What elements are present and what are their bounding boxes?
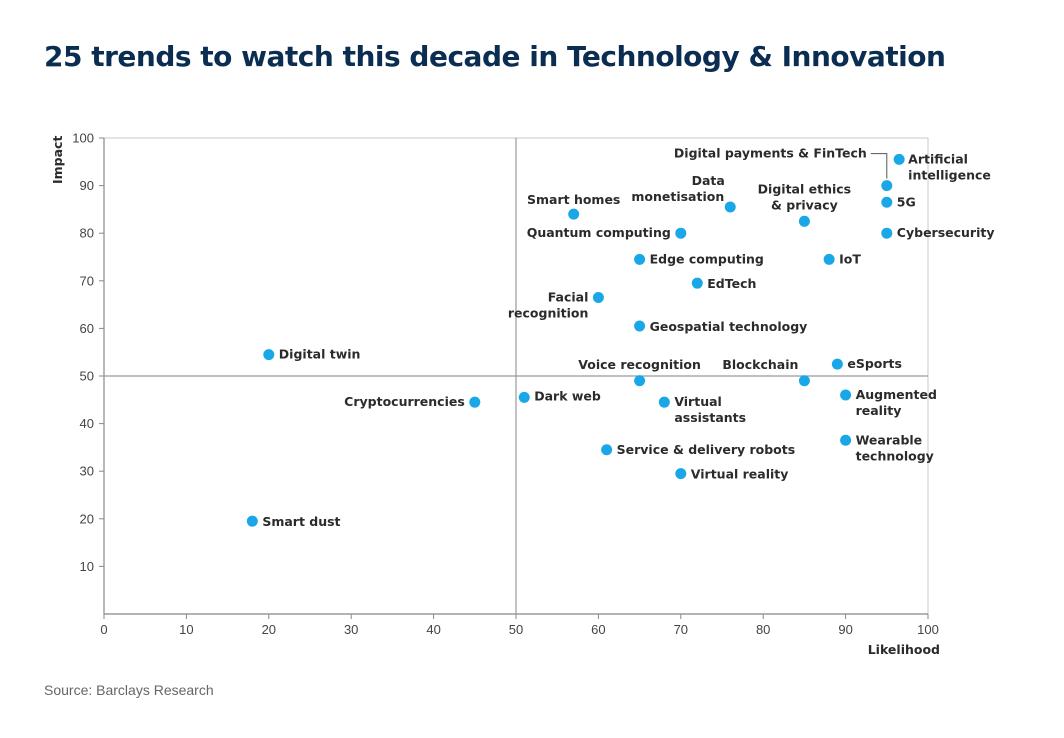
- data-point: [675, 227, 687, 239]
- point-label: Digital payments & FinTech: [674, 146, 867, 161]
- data-point: [601, 444, 613, 456]
- data-point: [518, 391, 530, 403]
- x-tick-label: 90: [838, 622, 852, 637]
- point-label: Virtual assistants: [674, 394, 746, 425]
- data-point: [675, 468, 687, 480]
- point-label: 5G: [897, 194, 916, 209]
- data-point: [881, 180, 893, 192]
- data-point: [469, 396, 481, 408]
- y-tick-label: 20: [80, 511, 94, 526]
- y-tick-label: 100: [72, 131, 94, 146]
- y-tick-label: 30: [80, 464, 94, 479]
- point-label: Dark web: [534, 388, 601, 403]
- x-tick-label: 30: [344, 622, 358, 637]
- x-tick-label: 70: [674, 622, 688, 637]
- y-tick-label: 40: [80, 416, 94, 431]
- point-label: eSports: [847, 356, 902, 371]
- point-labels: Artificial intelligence Digital payments &…: [262, 146, 994, 530]
- point-label: Edge computing: [650, 251, 764, 266]
- data-points: [246, 153, 905, 527]
- data-point: [658, 396, 670, 408]
- data-point: [893, 153, 905, 165]
- point-label: Service & delivery robots: [617, 442, 796, 457]
- x-tick-label: 80: [756, 622, 770, 637]
- point-label: Virtual reality: [691, 467, 789, 482]
- y-tick-label: 10: [80, 559, 94, 574]
- point-label: Cryptocurrencies: [344, 394, 465, 409]
- data-point: [724, 201, 736, 213]
- data-point: [831, 358, 843, 370]
- y-tick-label: 50: [80, 369, 94, 384]
- data-point: [634, 375, 646, 387]
- data-point: [840, 434, 852, 446]
- data-point: [881, 227, 893, 239]
- x-tick-label: 100: [917, 622, 939, 637]
- point-label: Smart homes: [527, 192, 620, 207]
- y-tick-label: 80: [80, 226, 94, 241]
- x-tick-label: 60: [591, 622, 605, 637]
- data-point: [263, 349, 275, 361]
- source-note: Source: Barclays Research: [44, 682, 214, 698]
- x-axis-title: Likelihood: [868, 642, 940, 657]
- x-tick-label: 20: [262, 622, 276, 637]
- data-point: [840, 389, 852, 401]
- data-point: [568, 208, 580, 220]
- point-label: EdTech: [707, 276, 756, 291]
- x-tick-label: 40: [426, 622, 440, 637]
- point-label: Digital twin: [279, 347, 361, 362]
- x-tick-label: 10: [179, 622, 193, 637]
- data-point: [823, 253, 835, 265]
- point-label: Artificial intelligence: [908, 151, 991, 182]
- y-tick-label: 60: [80, 321, 94, 336]
- point-label: Quantum computing: [527, 225, 671, 240]
- x-tick-label: 50: [509, 622, 523, 637]
- y-axis-title: Impact: [50, 136, 65, 184]
- data-point: [634, 320, 646, 332]
- chart-title: 25 trends to watch this decade in Techno…: [44, 40, 946, 73]
- point-label: Cybersecurity: [897, 225, 995, 240]
- label-connector: [870, 153, 888, 179]
- point-label: Blockchain: [722, 357, 798, 372]
- data-point: [592, 291, 604, 303]
- point-label: Wearable technology: [856, 432, 934, 463]
- data-point: [881, 196, 893, 208]
- tick-labels: 0 10 20 30 40 50 60 70 80 90 100 10 20 30 40 50 60 70 80 90…: [72, 131, 939, 638]
- point-label: Digital ethics & privacy: [758, 181, 851, 212]
- x-tick-label: 0: [100, 622, 107, 637]
- point-label: Data monetisation: [631, 173, 724, 204]
- point-label: IoT: [839, 251, 861, 266]
- point-label: Geospatial technology: [650, 319, 808, 334]
- y-tick-label: 90: [80, 178, 94, 193]
- data-point: [634, 253, 646, 265]
- point-label: Facial recognition: [508, 289, 589, 320]
- y-tick-label: 70: [80, 273, 94, 288]
- point-label: Augmented reality: [856, 387, 937, 418]
- data-point: [246, 515, 258, 527]
- point-label: Smart dust: [262, 514, 340, 529]
- data-point: [798, 215, 810, 227]
- data-point: [691, 277, 703, 289]
- point-label: Voice recognition: [578, 357, 701, 372]
- data-point: [798, 375, 810, 387]
